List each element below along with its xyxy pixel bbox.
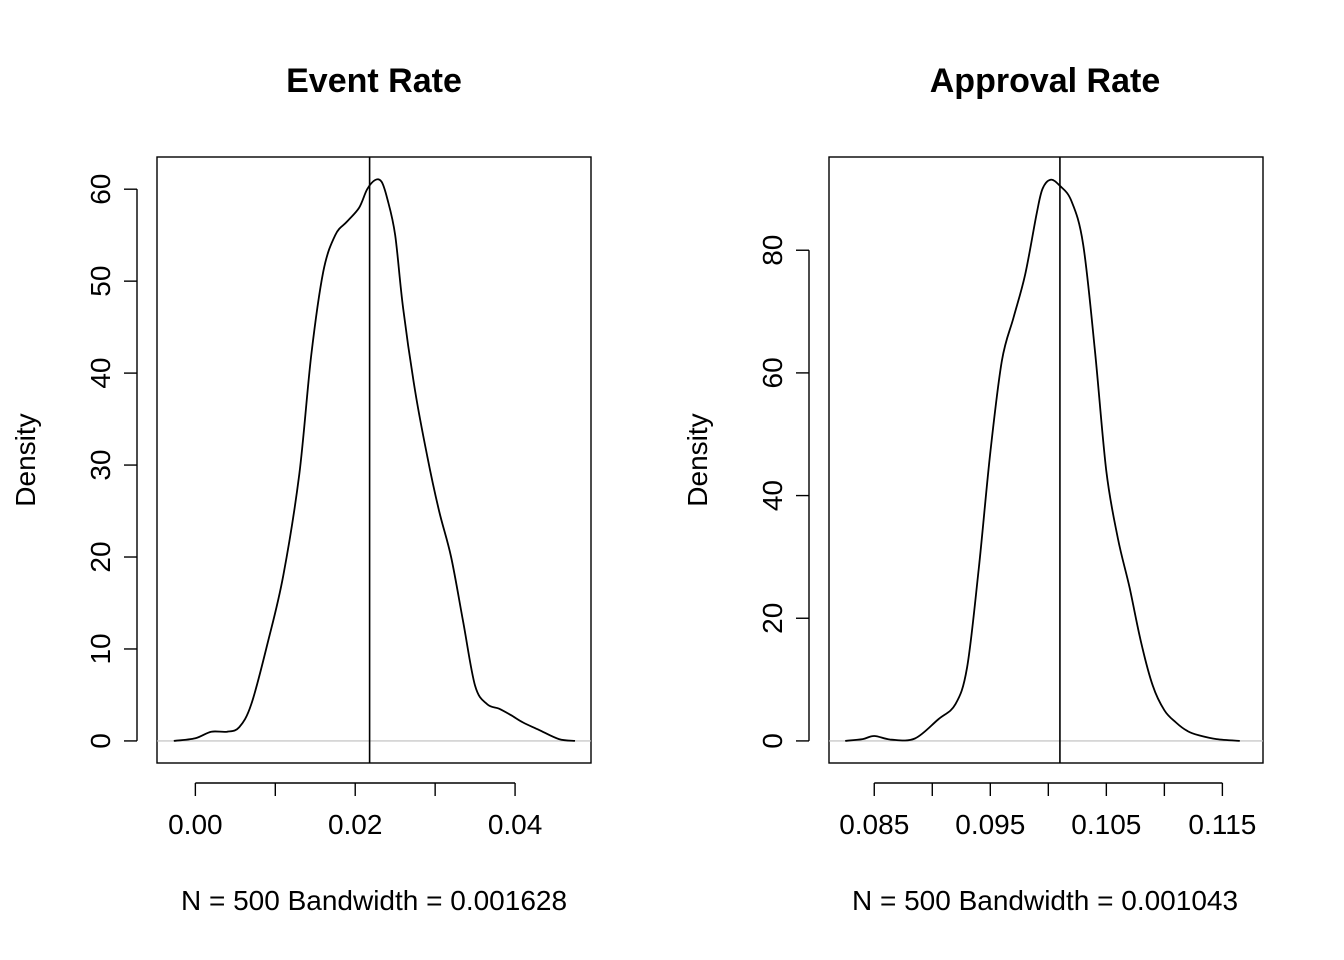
y-tick-label: 60: [85, 174, 116, 205]
density-curve: [173, 178, 576, 742]
x-tick-label: 0.00: [168, 809, 223, 840]
y-tick-label: 0: [85, 733, 116, 749]
y-tick-label: 80: [757, 235, 788, 266]
y-tick-label: 0: [757, 733, 788, 749]
chart-title: Approval Rate: [930, 62, 1161, 100]
y-tick-label: 50: [85, 266, 116, 297]
y-tick-label: 20: [85, 541, 116, 572]
panel-approval-rate: Approval Rate 0.085 0.095 0.105 0.115 0 20 40…: [682, 62, 1264, 916]
x-axis: 0.00 0.02 0.04: [168, 782, 543, 840]
y-axis-label: Density: [10, 413, 41, 506]
y-tick-label: 10: [85, 633, 116, 664]
panel-event-rate: Event Rate 0.00 0.02 0.04 0 10 20 30 40 50 60 N …: [10, 62, 592, 916]
x-tick-label: 0.095: [955, 809, 1025, 840]
x-tick-label: 0.04: [488, 809, 543, 840]
series-line: [845, 178, 1240, 742]
chart-title: Event Rate: [286, 62, 462, 100]
density-curve: [845, 178, 1240, 742]
series-line: [173, 178, 576, 742]
y-axis-label: Density: [682, 413, 713, 506]
y-axis: 0 10 20 30 40 50 60: [85, 174, 138, 749]
y-axis: 0 20 40 60 80: [757, 235, 810, 749]
x-axis-label: N = 500 Bandwidth = 0.001628: [181, 885, 567, 916]
x-axis-label: N = 500 Bandwidth = 0.001043: [852, 885, 1238, 916]
plot-frame: [828, 156, 1264, 764]
x-tick-label: 0.02: [328, 809, 383, 840]
y-tick-label: 40: [757, 480, 788, 511]
x-tick-label: 0.105: [1071, 809, 1141, 840]
y-tick-label: 20: [757, 603, 788, 634]
y-tick-label: 40: [85, 358, 116, 389]
x-tick-label: 0.085: [839, 809, 909, 840]
plot-frame: [156, 156, 592, 764]
y-tick-label: 60: [757, 357, 788, 388]
x-axis: 0.085 0.095 0.105 0.115: [839, 782, 1256, 840]
x-tick-label: 0.115: [1188, 809, 1256, 840]
y-tick-label: 30: [85, 449, 116, 480]
